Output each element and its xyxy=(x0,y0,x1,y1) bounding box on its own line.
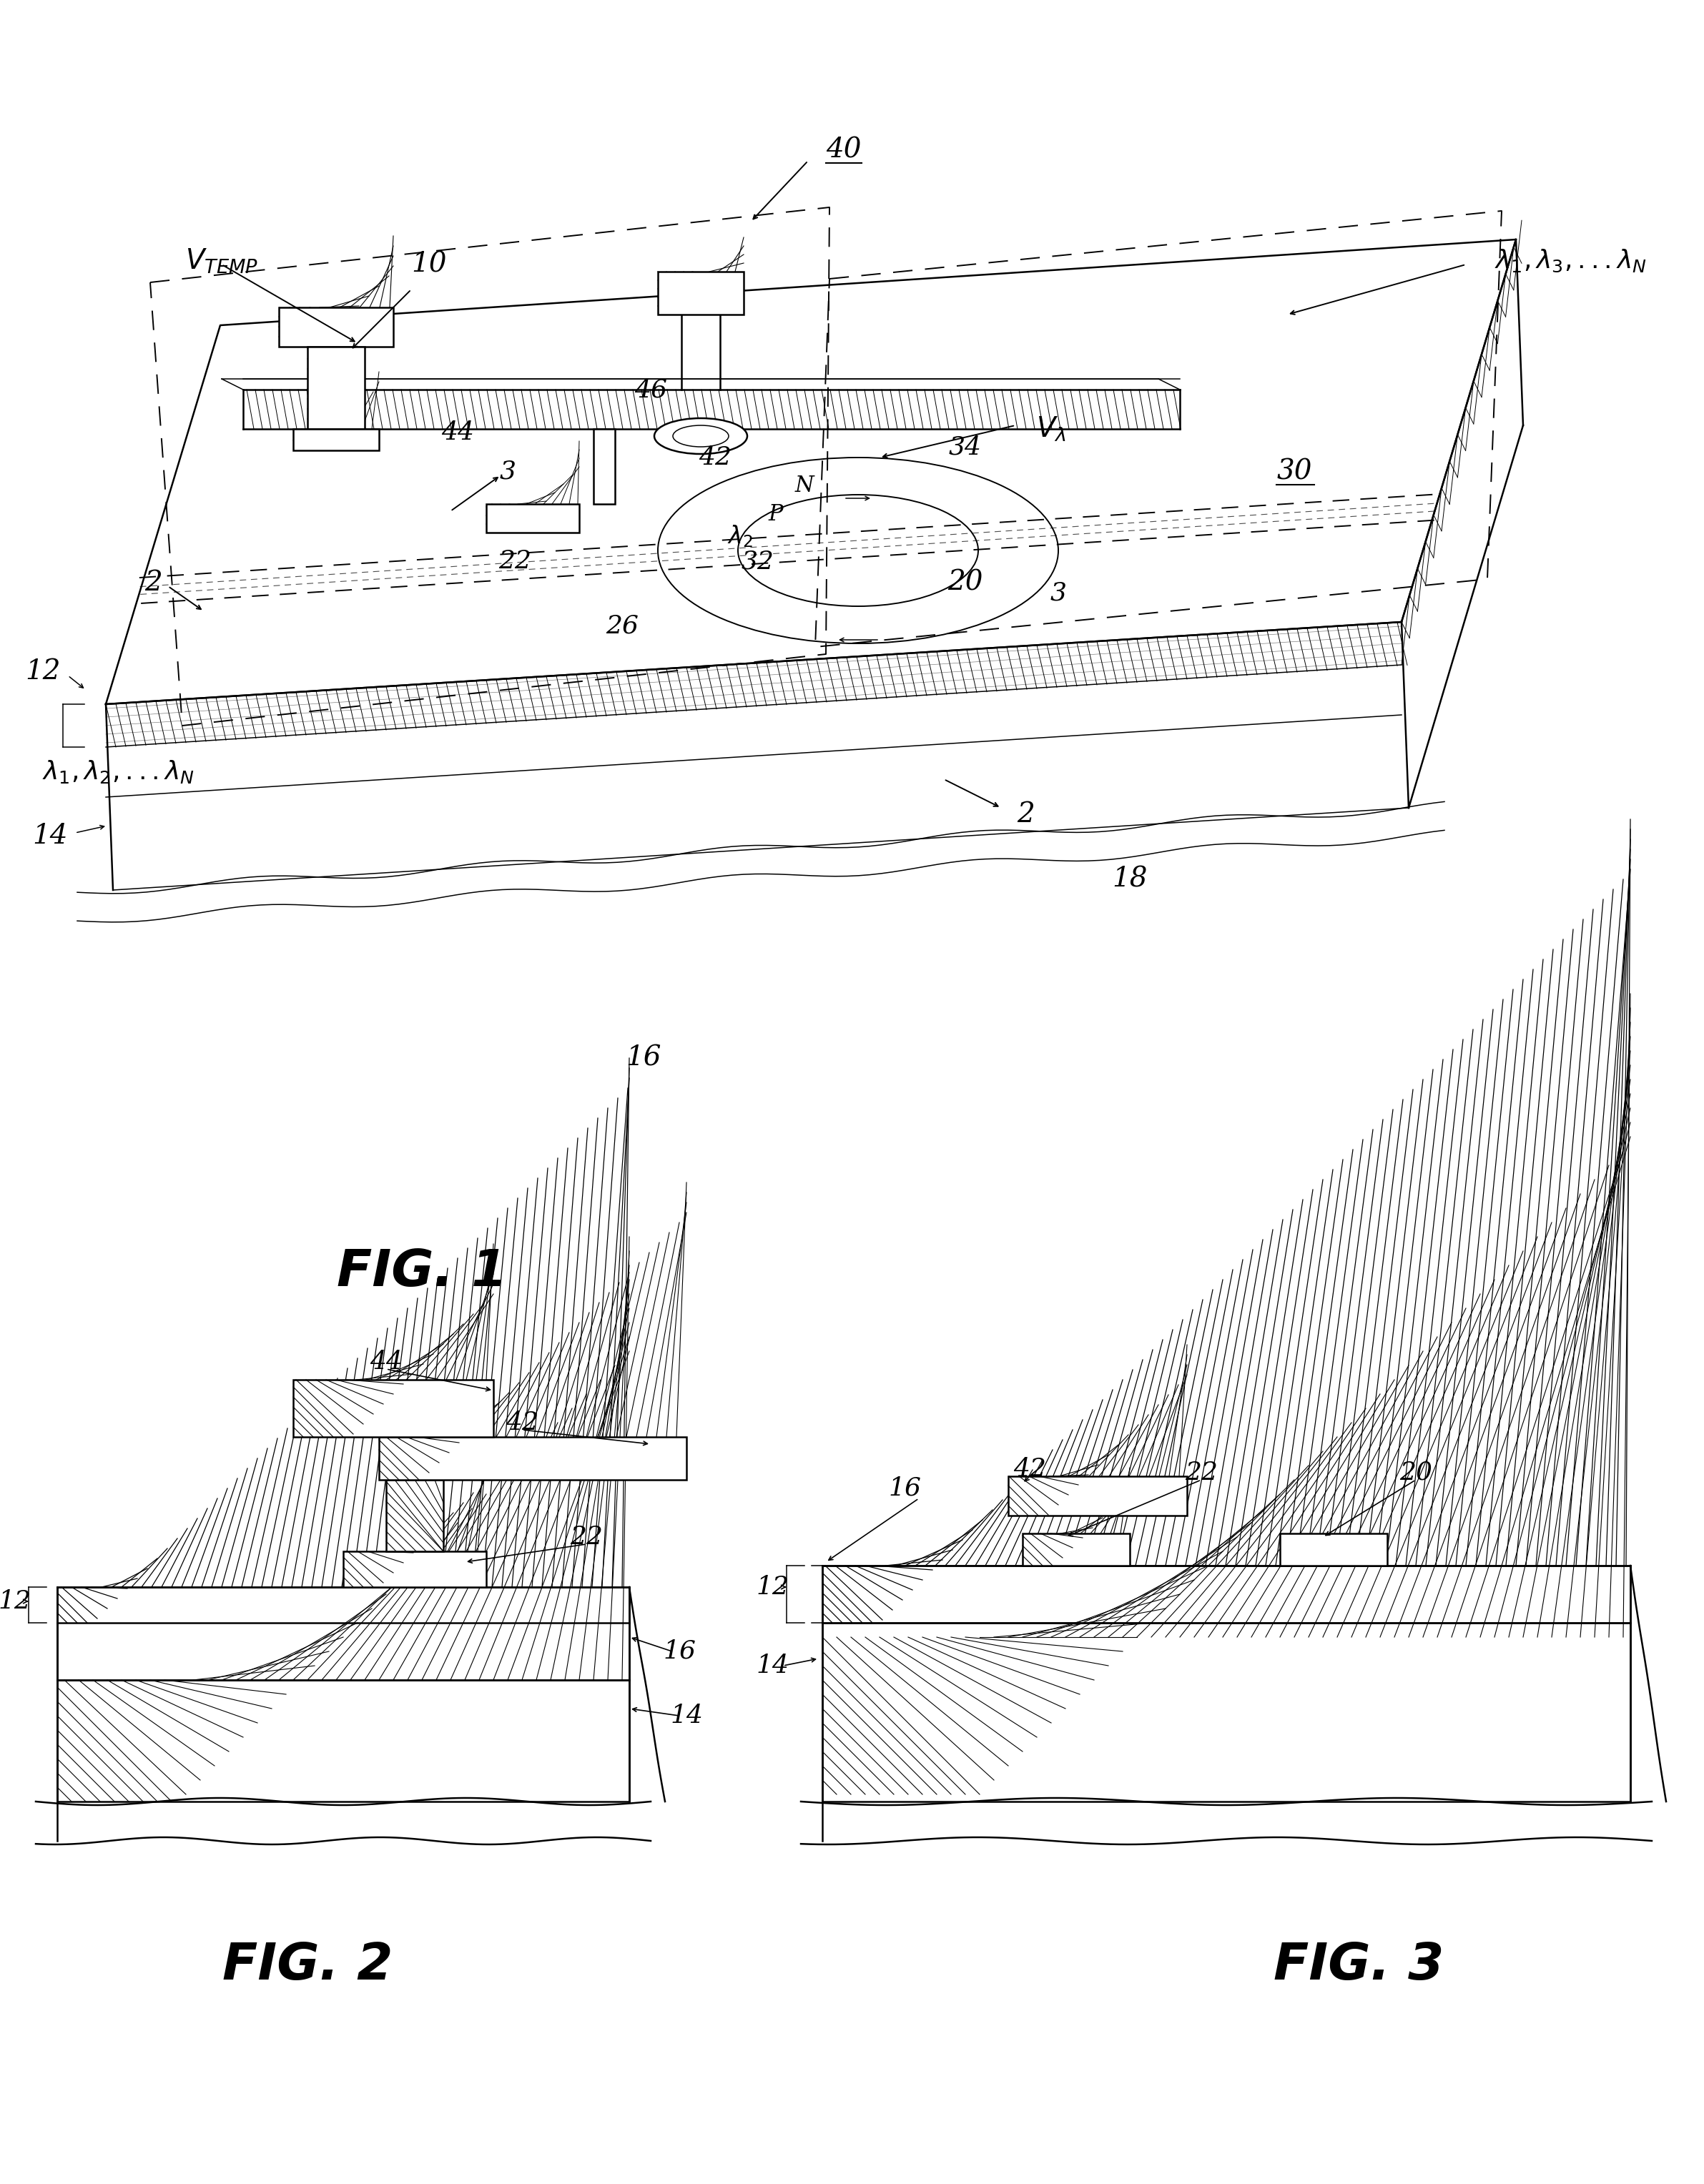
Text: 3: 3 xyxy=(499,459,516,485)
Text: 22: 22 xyxy=(569,1524,603,1548)
Text: 12: 12 xyxy=(26,660,61,686)
Text: 14: 14 xyxy=(757,1653,789,1677)
Text: 26: 26 xyxy=(605,614,639,638)
Bar xyxy=(1022,1533,1130,1566)
Bar xyxy=(486,505,579,533)
Text: 40: 40 xyxy=(826,138,862,164)
Bar xyxy=(658,271,743,314)
Bar xyxy=(58,1588,629,1802)
Text: 2: 2 xyxy=(1017,802,1034,828)
Text: 44: 44 xyxy=(441,419,474,446)
Text: 42: 42 xyxy=(506,1411,538,1435)
Bar xyxy=(593,428,615,505)
Text: 34: 34 xyxy=(949,435,982,459)
Text: 12: 12 xyxy=(0,1590,31,1614)
Text: 14: 14 xyxy=(32,823,68,850)
Bar xyxy=(1280,1533,1387,1566)
Text: $V_{TEMP}$: $V_{TEMP}$ xyxy=(186,247,259,275)
Bar xyxy=(1009,1476,1188,1516)
Text: 16: 16 xyxy=(888,1476,920,1500)
Bar xyxy=(387,1481,443,1551)
Text: 30: 30 xyxy=(1276,459,1312,485)
Text: FIG. 1: FIG. 1 xyxy=(337,1247,508,1297)
Text: 16: 16 xyxy=(663,1640,695,1664)
Text: 22: 22 xyxy=(498,548,532,574)
Text: FIG. 2: FIG. 2 xyxy=(222,1942,392,1990)
Text: 16: 16 xyxy=(625,1044,661,1072)
Ellipse shape xyxy=(654,417,748,454)
Text: $\lambda_1,\lambda_2,...\lambda_N$: $\lambda_1,\lambda_2,...\lambda_N$ xyxy=(43,758,194,786)
Text: 14: 14 xyxy=(670,1704,704,1728)
Text: 10: 10 xyxy=(411,251,446,277)
Text: FIG. 3: FIG. 3 xyxy=(1273,1942,1443,1990)
Text: 20: 20 xyxy=(1399,1461,1433,1485)
Text: 44: 44 xyxy=(370,1350,402,1374)
Text: $V_{\lambda}$: $V_{\lambda}$ xyxy=(1036,415,1067,443)
Text: 18: 18 xyxy=(1113,867,1147,893)
Bar xyxy=(343,1551,486,1588)
Text: 12: 12 xyxy=(757,1575,789,1599)
Text: $\lambda_1,\lambda_3,...\lambda_N$: $\lambda_1,\lambda_3,...\lambda_N$ xyxy=(1494,249,1646,273)
Bar xyxy=(307,347,365,428)
Bar xyxy=(293,428,378,450)
Bar xyxy=(823,1566,1631,1802)
Text: N: N xyxy=(794,476,815,498)
Text: 22: 22 xyxy=(1184,1461,1218,1485)
Text: 3: 3 xyxy=(1050,581,1067,605)
Bar xyxy=(378,1437,687,1481)
Text: 46: 46 xyxy=(634,378,668,402)
Text: $\lambda_2$: $\lambda_2$ xyxy=(728,524,753,548)
Text: 20: 20 xyxy=(947,570,983,596)
Text: P: P xyxy=(769,505,784,526)
Bar xyxy=(279,308,394,347)
Text: 2: 2 xyxy=(145,570,162,596)
Text: 42: 42 xyxy=(1014,1457,1046,1481)
Text: 32: 32 xyxy=(741,548,774,574)
Bar xyxy=(293,1380,494,1437)
Text: 42: 42 xyxy=(699,446,731,470)
